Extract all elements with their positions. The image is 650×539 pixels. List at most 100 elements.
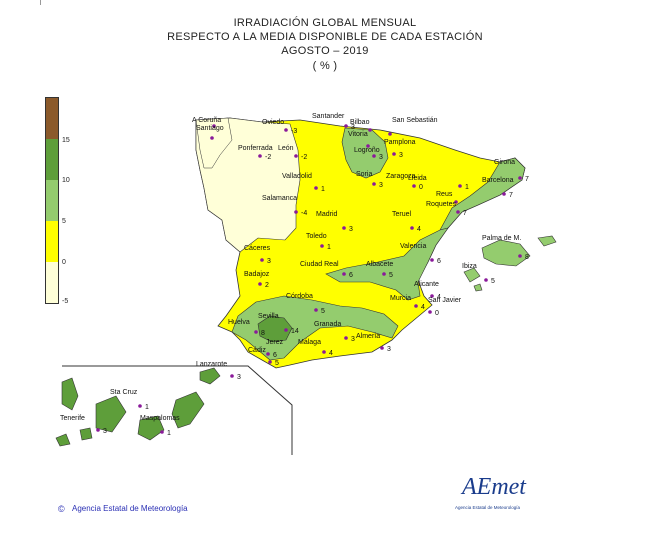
station-value: 3: [379, 154, 383, 161]
station-dot: [372, 182, 376, 186]
station-label: Ciudad Real: [300, 261, 339, 268]
station-value: 0: [435, 310, 439, 317]
station-label: Santander: [312, 113, 345, 120]
station-value: 1: [145, 404, 149, 411]
station-dot: [258, 282, 262, 286]
island-menorca: [537, 235, 557, 247]
station-value: 1: [465, 184, 469, 191]
station-value: 4: [417, 226, 421, 233]
island-mallorca: [481, 239, 531, 267]
station-label: Toledo: [306, 233, 327, 240]
island-tenerife: [95, 395, 127, 433]
station-label: Málaga: [298, 339, 321, 346]
title-line-2: RESPECTO A LA MEDIA DISPONIBLE DE CADA E…: [167, 31, 483, 43]
island-la-palma: [61, 377, 79, 411]
station-dot: [210, 136, 214, 140]
station-dot: [368, 128, 372, 132]
station-value: 4: [329, 350, 333, 357]
station-label: Madrid: [316, 211, 338, 218]
station-dot: [454, 200, 458, 204]
legend-colorbar: [45, 97, 59, 304]
station-value: 3: [267, 258, 271, 265]
station-dot: [430, 294, 434, 298]
station-dot: [458, 184, 462, 188]
legend-tick-0: 0: [62, 259, 66, 266]
station-value: 0: [419, 184, 423, 191]
station-dot: [320, 244, 324, 248]
station-label: Girona: [494, 159, 515, 166]
station-dot: [344, 336, 348, 340]
station-dot: [388, 132, 392, 136]
station-dot: [284, 328, 288, 332]
island-ibiza: [463, 267, 481, 283]
station-dot: [366, 144, 370, 148]
station-label: Maspalomas: [140, 415, 180, 422]
station-label: Tenerife: [60, 415, 85, 422]
station-value: 3: [103, 428, 107, 435]
station-dot: [392, 152, 396, 156]
station-label: Almería: [356, 333, 380, 340]
station-value: 6: [437, 258, 441, 265]
station-label: León: [278, 145, 294, 152]
station-dot: [96, 428, 100, 432]
station-dot: [342, 226, 346, 230]
legend-box-above-15: [46, 98, 58, 139]
copyright-icon: ©: [58, 504, 65, 514]
station-label: Murcia: [390, 295, 411, 302]
station-value: 4: [421, 304, 425, 311]
station-label: Sta Cruz: [110, 389, 138, 396]
station-value: 8: [525, 254, 529, 261]
title-line-3: AGOSTO – 2019: [281, 45, 369, 57]
station-label: Valencia: [400, 243, 426, 250]
station-dot: [456, 210, 460, 214]
band-negative-galicia: [195, 117, 233, 169]
title-line-4: ( % ): [312, 60, 338, 72]
station-dot: [430, 258, 434, 262]
station-dot: [382, 272, 386, 276]
station-value: -2: [301, 154, 307, 161]
station-value: 3: [237, 374, 241, 381]
station-label: Cádiz: [248, 347, 266, 354]
station-value: 6: [349, 272, 353, 279]
station-value: 3: [387, 346, 391, 353]
station-label: Lleida: [408, 175, 427, 182]
station-label: Reus: [436, 191, 453, 198]
legend-box-5-10: [46, 180, 58, 221]
station-label: Soria: [356, 171, 372, 178]
band-10-15-sevilla: [257, 315, 293, 343]
station-dot: [322, 350, 326, 354]
station-dot: [258, 154, 262, 158]
station-value: 7: [509, 192, 513, 199]
station-label: Huelva: [228, 319, 250, 326]
station-value: 7: [525, 176, 529, 183]
station-dot: [344, 124, 348, 128]
station-label: Lanzarote: [196, 361, 227, 368]
station-label: Valladolid: [282, 173, 312, 180]
station-label: Salamanca: [262, 195, 297, 202]
station-label: Bilbao: [350, 119, 370, 126]
station-value: 1: [167, 430, 171, 437]
legend-box-10-15: [46, 139, 58, 180]
station-label: Ponferrada: [238, 145, 273, 152]
station-label: Badajoz: [244, 271, 270, 278]
station-label: Palma de M.: [482, 235, 521, 242]
station-dot: [260, 258, 264, 262]
station-label: Roquetes: [426, 201, 456, 208]
station-dot: [314, 308, 318, 312]
station-dot: [342, 272, 346, 276]
station-dot: [484, 278, 488, 282]
station-label: Oviedo: [262, 119, 284, 126]
legend-box-neg: [46, 262, 58, 303]
station-label: A Coruña: [192, 117, 221, 124]
station-value: 5: [321, 308, 325, 315]
station-dot: [294, 154, 298, 158]
station-label: Barcelona: [482, 177, 514, 184]
station-value: 1: [321, 186, 325, 193]
legend-tick-10: 10: [62, 177, 70, 184]
station-label: Alicante: [414, 281, 439, 288]
aemet-logo: AEmet: [462, 474, 526, 500]
station-label: Vitoria: [348, 131, 368, 138]
station-label: Sevilla: [258, 313, 279, 320]
station-label: Santiago: [196, 125, 224, 132]
station-value: -3: [291, 128, 297, 135]
